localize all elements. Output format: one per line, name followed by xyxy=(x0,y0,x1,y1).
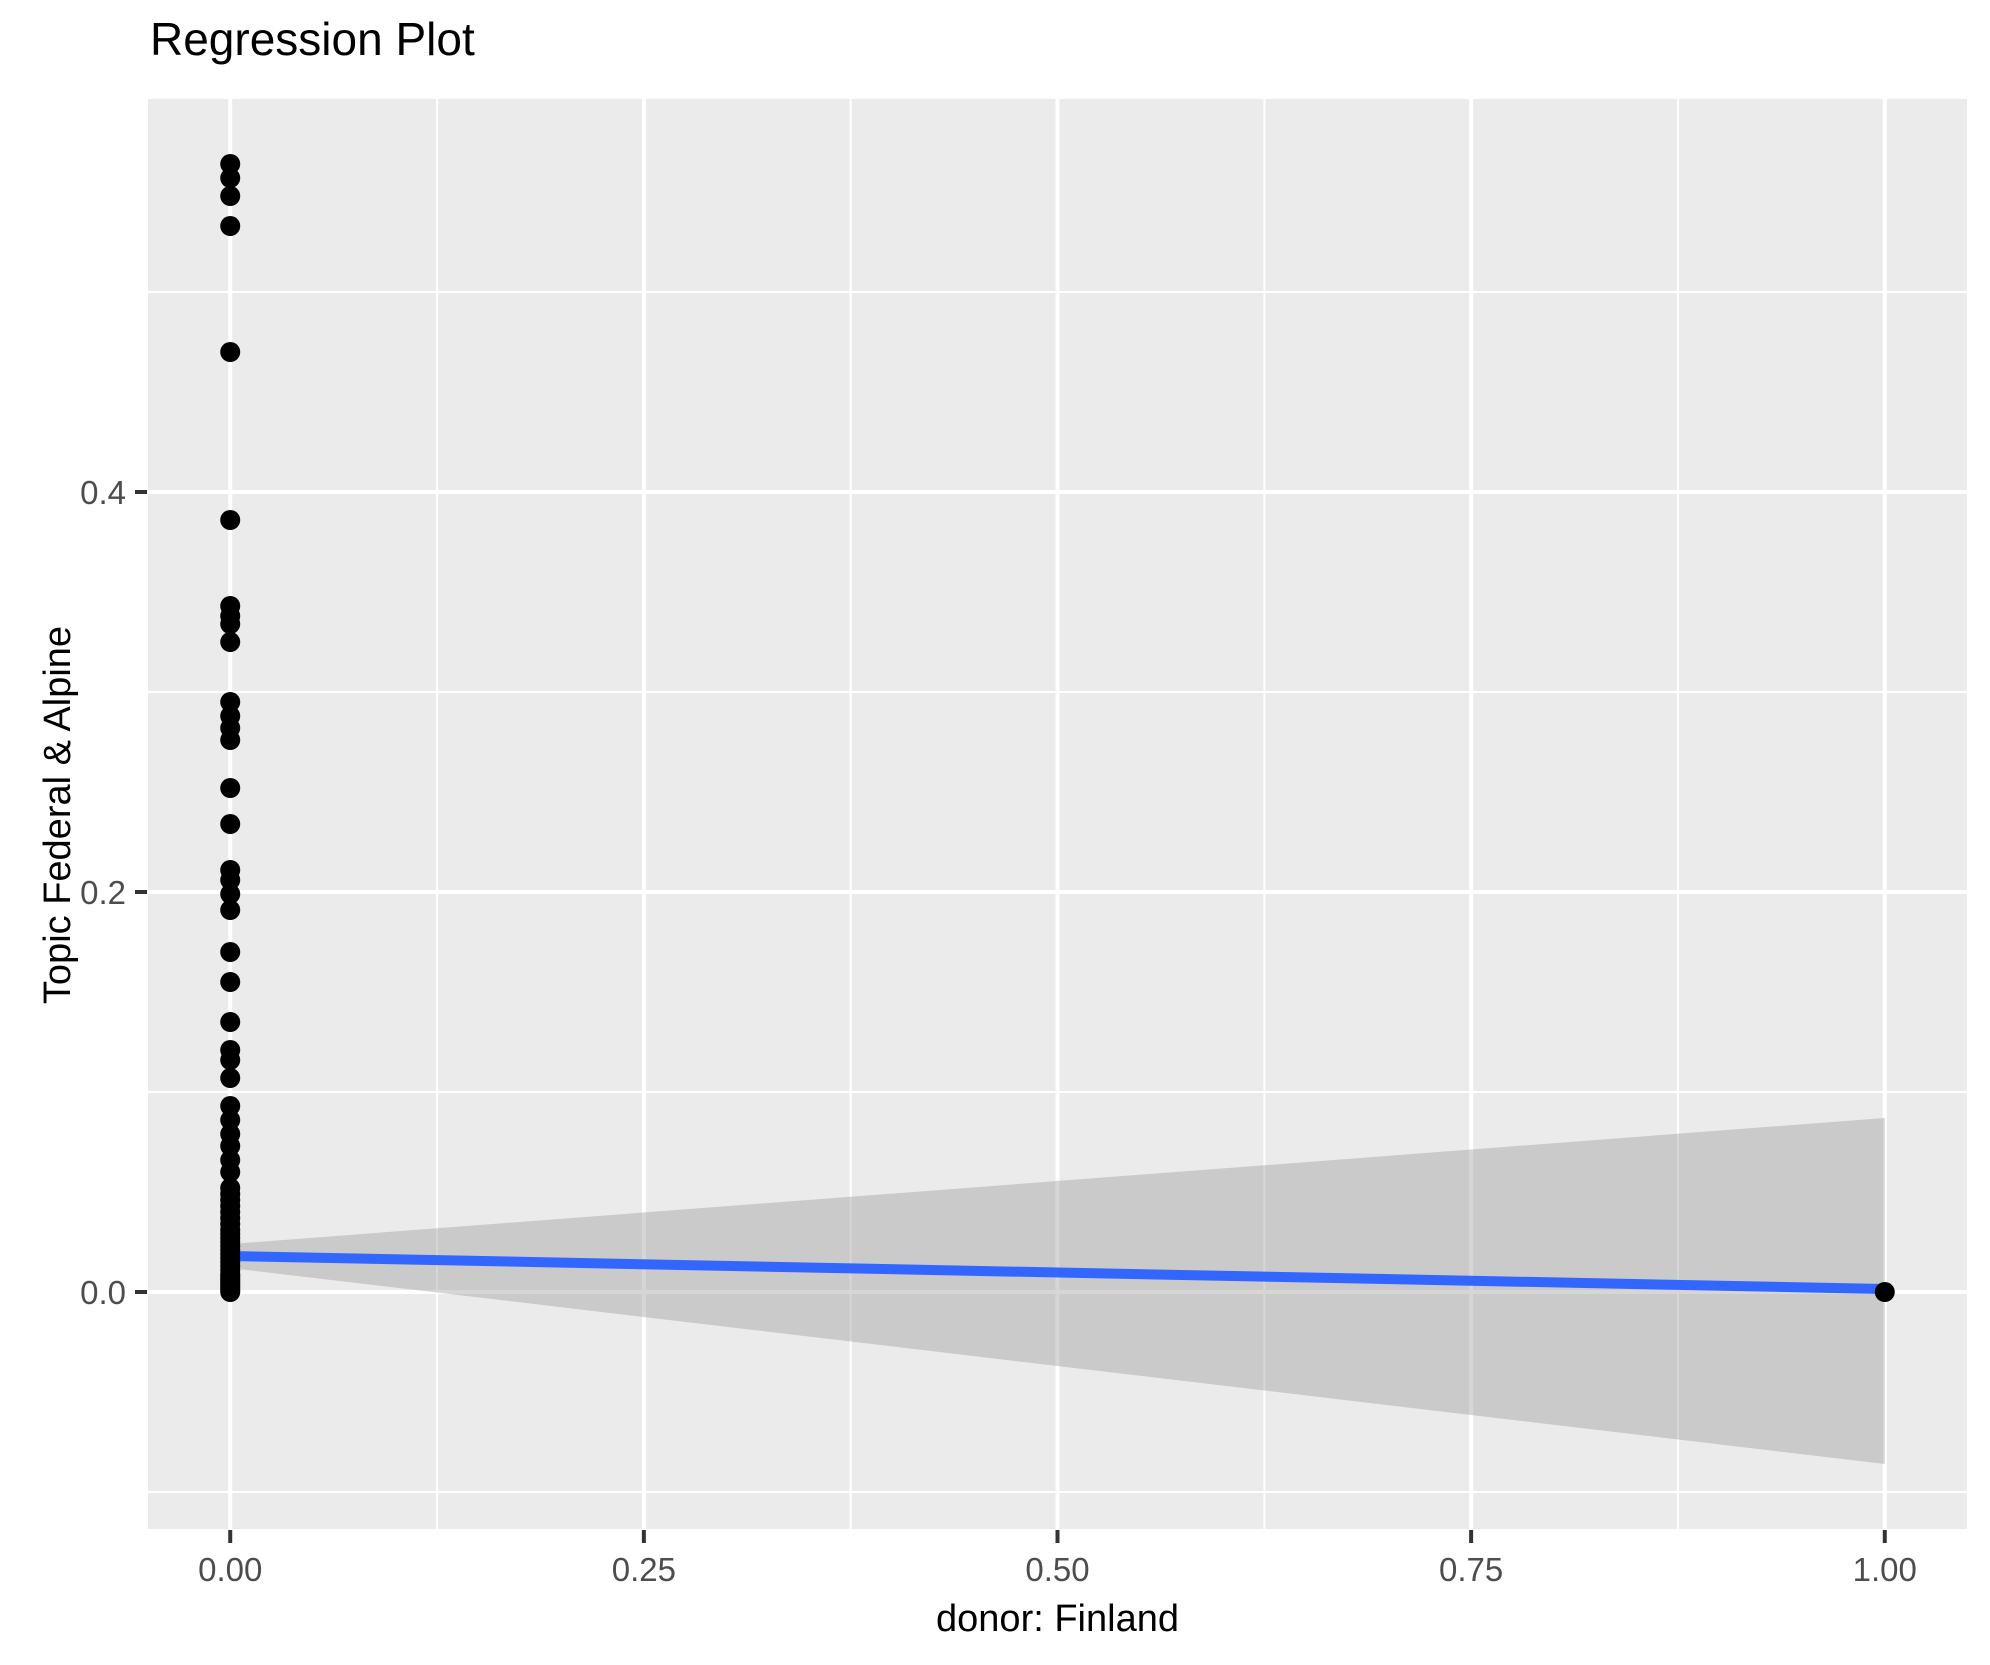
plot-title: Regression Plot xyxy=(150,13,475,65)
data-point xyxy=(220,1136,241,1156)
data-point xyxy=(220,972,241,992)
data-point xyxy=(220,342,241,362)
confidence-band xyxy=(230,1118,1885,1464)
data-point xyxy=(220,510,241,530)
x-axis-title: donor: Finland xyxy=(936,1598,1179,1640)
data-point xyxy=(220,614,241,634)
data-point xyxy=(220,1282,241,1302)
data-point xyxy=(220,1096,241,1116)
data-point xyxy=(220,1110,241,1130)
data-point xyxy=(220,1162,241,1182)
y-tick-label: 0.4 xyxy=(80,474,126,511)
data-point xyxy=(220,632,241,652)
data-point xyxy=(220,1012,241,1032)
data-point xyxy=(220,1068,241,1088)
data-point xyxy=(220,814,241,834)
x-tick-label: 0.00 xyxy=(198,1551,262,1588)
data-point xyxy=(220,778,241,798)
y-tick-label: 0.0 xyxy=(80,1274,126,1311)
y-axis-title: Topic Federal & Alpine xyxy=(37,625,79,1005)
data-point xyxy=(220,900,241,920)
data-point xyxy=(1874,1282,1895,1302)
x-tick-label: 0.25 xyxy=(612,1551,676,1588)
data-point xyxy=(220,168,241,188)
data-point xyxy=(220,186,241,206)
data-point xyxy=(220,870,241,890)
data-point xyxy=(220,692,241,712)
y-tick-label: 0.2 xyxy=(80,874,126,911)
data-point xyxy=(220,884,241,904)
regression-line xyxy=(225,1251,1890,1294)
x-tick-label: 0.75 xyxy=(1439,1551,1503,1588)
data-point xyxy=(220,154,241,174)
x-tick-label: 0.50 xyxy=(1025,1551,1089,1588)
data-point xyxy=(220,1050,241,1070)
data-point xyxy=(220,730,241,750)
x-tick-label: 1.00 xyxy=(1853,1551,1917,1588)
data-point xyxy=(220,216,241,236)
data-point xyxy=(220,942,241,962)
